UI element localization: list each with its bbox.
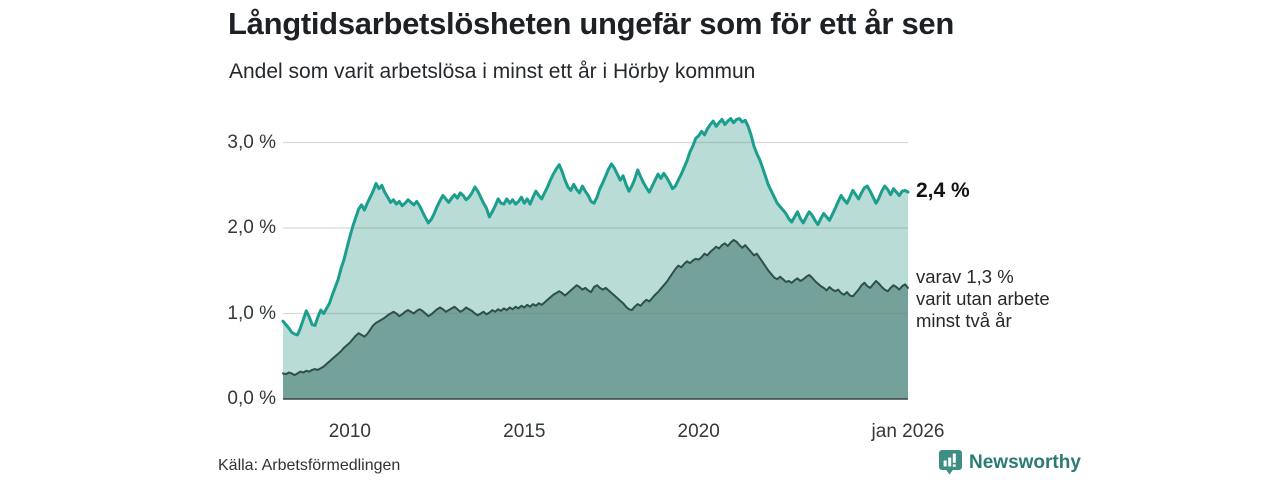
secondary-label-line3: minst två år bbox=[916, 310, 1012, 331]
x-tick-label: jan 2026 bbox=[871, 421, 945, 442]
brand-logo: Newsworthy bbox=[938, 449, 1081, 476]
y-tick-label: 0,0 % bbox=[227, 388, 276, 409]
y-tick-label: 1,0 % bbox=[227, 302, 276, 324]
page-title: Långtidsarbetslösheten ungefär som för e… bbox=[228, 6, 955, 41]
area-fills bbox=[283, 118, 908, 399]
series-2yr-area bbox=[283, 240, 908, 399]
series-2yr-line bbox=[282, 239, 909, 377]
secondary-label-line2: varit utan arbete bbox=[916, 288, 1050, 309]
series-1yr-area bbox=[283, 118, 908, 399]
x-tick-label: 2010 bbox=[328, 421, 371, 442]
latest-secondary-label: varav 1,3 % varit utan arbete minst två … bbox=[916, 266, 1050, 332]
y-tick-label: 2,0 % bbox=[227, 217, 276, 238]
newsworthy-icon bbox=[939, 450, 962, 475]
chart-subtitle: Andel som varit arbetslösa i minst ett å… bbox=[229, 60, 756, 83]
gridlines bbox=[283, 141, 908, 315]
source-note: Källa: Arbetsförmedlingen bbox=[218, 457, 401, 474]
y-tick-label: 3,0 % bbox=[227, 131, 276, 153]
secondary-label-line1: varav 1,3 % bbox=[916, 266, 1014, 287]
series-1yr-line bbox=[281, 117, 910, 337]
brand-name: Newsworthy bbox=[969, 451, 1081, 473]
x-tick-label: 2015 bbox=[503, 421, 546, 442]
latest-total-label: 2,4 % bbox=[916, 179, 970, 202]
x-tick-label: 2020 bbox=[677, 421, 720, 442]
